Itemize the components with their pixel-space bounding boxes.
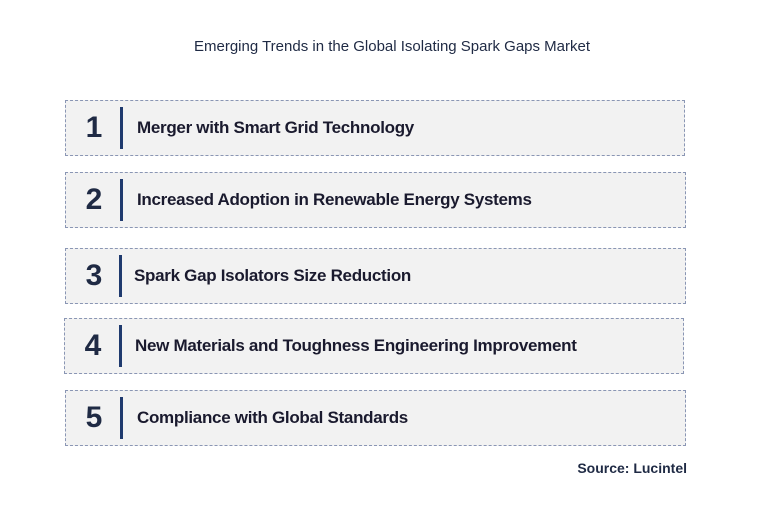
trend-divider — [120, 397, 123, 439]
diagram-title: Emerging Trends in the Global Isolating … — [193, 38, 591, 55]
trend-divider — [120, 107, 123, 149]
trend-label: Merger with Smart Grid Technology — [137, 118, 414, 137]
trend-number: 4 — [84, 329, 102, 362]
trend-label: New Materials and Toughness Engineering … — [135, 336, 577, 355]
trend-label: Compliance with Global Standards — [137, 408, 408, 427]
trend-label: Increased Adoption in Renewable Energy S… — [137, 190, 532, 209]
trend-label: Spark Gap Isolators Size Reduction — [134, 266, 411, 285]
trend-item-2: 2 Increased Adoption in Renewable Energy… — [65, 172, 686, 228]
trend-number: 5 — [85, 401, 103, 434]
trend-number: 2 — [85, 183, 103, 216]
trend-item-4: 4 New Materials and Toughness Engineerin… — [64, 318, 684, 374]
trend-item-5: 5 Compliance with Global Standards — [65, 390, 686, 446]
trend-item-3: 3 Spark Gap Isolators Size Reduction — [65, 248, 686, 304]
source-note: Source: Lucintel — [577, 460, 687, 476]
trend-divider — [119, 325, 122, 367]
trend-divider — [119, 255, 122, 297]
trend-number: 3 — [85, 259, 103, 292]
trend-divider — [120, 179, 123, 221]
trend-item-1: 1 Merger with Smart Grid Technology — [65, 100, 685, 156]
trend-number: 1 — [85, 111, 103, 144]
